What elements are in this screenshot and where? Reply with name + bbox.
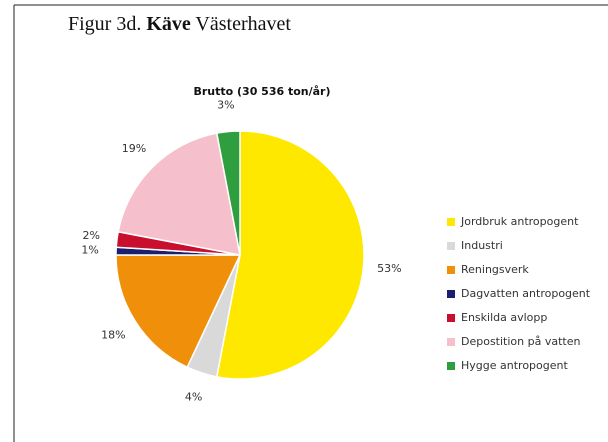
legend-swatch bbox=[447, 266, 455, 274]
pie-slice bbox=[115, 254, 242, 369]
caption-suffix: Västerhavet bbox=[191, 13, 292, 35]
slice-label: 19% bbox=[122, 142, 146, 155]
legend-swatch bbox=[447, 218, 455, 226]
caption-bold: Käve bbox=[146, 13, 191, 35]
slice-label: 4% bbox=[185, 391, 202, 404]
legend-swatch bbox=[447, 362, 455, 370]
slice-label: 53% bbox=[377, 262, 401, 275]
pie-slice bbox=[215, 130, 365, 380]
legend-swatch bbox=[447, 290, 455, 298]
legend-label: Reningsverk bbox=[461, 263, 529, 276]
legend-label: Enskilda avlopp bbox=[461, 311, 547, 324]
caption: Figur 3d. Käve Västerhavet bbox=[68, 13, 291, 35]
slice-label: 2% bbox=[82, 229, 99, 242]
legend-swatch bbox=[447, 338, 455, 346]
caption-prefix: Figur 3d. bbox=[68, 13, 146, 35]
legend-label: Depostition på vatten bbox=[461, 335, 580, 348]
chart-title: Brutto (30 536 ton/år) bbox=[193, 85, 330, 98]
legend-label: Jordbruk antropogent bbox=[460, 215, 579, 228]
slice-label: 1% bbox=[81, 243, 98, 256]
slice-label: 18% bbox=[101, 328, 125, 341]
legend-label: Industri bbox=[461, 239, 503, 252]
legend-swatch bbox=[447, 242, 455, 250]
pie-slice bbox=[215, 130, 241, 256]
slice-label: 3% bbox=[217, 99, 234, 112]
legend-swatch bbox=[447, 314, 455, 322]
legend-label: Dagvatten antropogent bbox=[461, 287, 591, 300]
legend-label: Hygge antropogent bbox=[461, 359, 568, 372]
pie-slice bbox=[117, 132, 241, 256]
